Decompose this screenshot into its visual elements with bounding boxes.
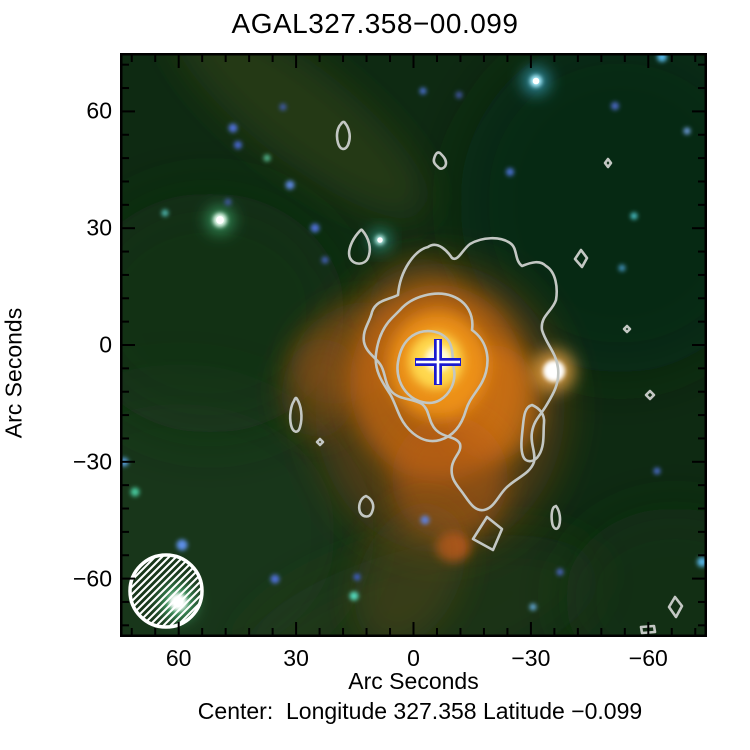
star-icon: [285, 180, 295, 190]
star-core: [377, 237, 383, 243]
star-core: [216, 216, 224, 224]
star-icon: [321, 256, 329, 264]
contour-line: [315, 437, 325, 447]
plot-border: [120, 53, 707, 637]
sky-map-plot: [120, 53, 707, 637]
star-icon: [420, 515, 430, 525]
star-icon: [349, 591, 359, 601]
star-icon: [353, 573, 361, 581]
star-icon: [611, 102, 619, 110]
star-icon: [683, 127, 691, 135]
contour-line: [667, 595, 684, 619]
y-tick-label: −60: [72, 565, 112, 592]
center-cross-marker: [415, 339, 461, 385]
star-core: [532, 77, 540, 85]
star-icon: [506, 168, 514, 176]
x-axis-label: Arc Seconds: [348, 668, 479, 694]
y-tick-label: 30: [86, 214, 112, 241]
contour-line: [603, 157, 613, 169]
star-icon: [618, 264, 626, 272]
contour-line: [335, 120, 351, 151]
star-icon: [279, 103, 287, 111]
star-icon: [228, 123, 238, 133]
center-coordinates-caption: Center: Longitude 327.358 Latitude −0.09…: [197, 698, 643, 724]
contour-line: [550, 504, 562, 531]
y-tick-label: −30: [72, 448, 112, 475]
star-icon: [224, 198, 232, 206]
x-tick-label: −60: [628, 645, 668, 671]
beam-circle: [128, 553, 204, 629]
x-tick-label: −30: [511, 645, 551, 671]
star-icon: [270, 574, 280, 584]
contour-line: [639, 624, 657, 635]
star-icon: [419, 87, 427, 95]
star-icon: [161, 209, 169, 217]
contour-line: [432, 151, 448, 170]
contour-line: [622, 324, 632, 334]
y-axis-label: Arc Seconds: [0, 307, 27, 439]
star-icon: [556, 568, 564, 576]
contour-line: [362, 236, 560, 512]
star-icon: [653, 467, 661, 475]
contour-line: [396, 329, 456, 405]
nebula-emission: [281, 258, 565, 637]
star-icon: [263, 154, 271, 162]
contour-line: [520, 403, 546, 463]
x-tick-label: 60: [165, 645, 192, 671]
y-tick-label: 60: [86, 97, 112, 124]
x-tick-label: 30: [283, 645, 309, 671]
contour-line: [357, 494, 375, 518]
star-icon: [176, 539, 188, 551]
contour-overlay: [288, 120, 684, 635]
contour-line: [573, 248, 589, 269]
star-icon: [455, 91, 463, 99]
contour-line: [644, 389, 656, 401]
plot-title: AGAL327.358−00.099: [231, 8, 519, 39]
contour-line: [471, 515, 504, 552]
axis-ticks: [122, 55, 705, 635]
star-icon: [234, 141, 242, 149]
star-icon: [130, 487, 140, 497]
star-icon: [529, 603, 537, 611]
contour-line: [374, 292, 489, 443]
contour-line: [288, 396, 303, 433]
star-icon: [630, 212, 638, 220]
x-tick-label: 0: [407, 645, 420, 671]
y-tick-label: 0: [99, 331, 112, 358]
contour-line: [347, 228, 372, 265]
star-icon: [310, 223, 320, 233]
sky-map-canvas: [120, 53, 707, 637]
